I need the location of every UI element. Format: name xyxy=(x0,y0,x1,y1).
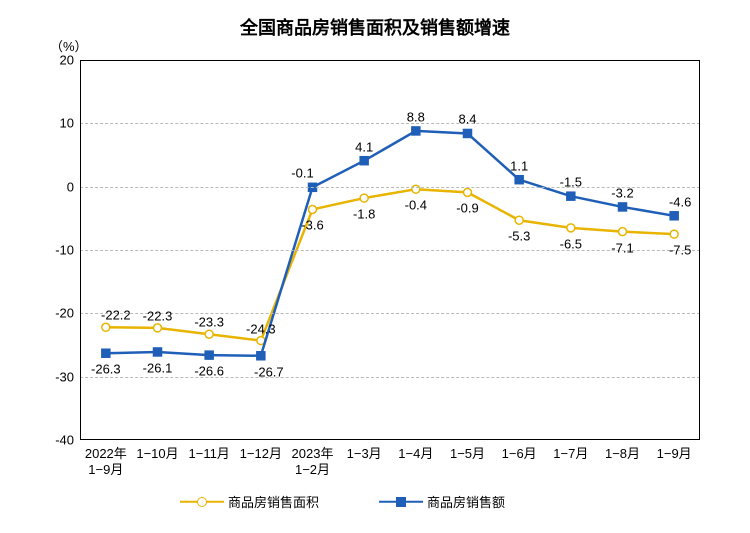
axis-line xyxy=(80,60,700,61)
legend-swatch xyxy=(379,496,423,508)
axis-line xyxy=(80,439,700,440)
axis-line xyxy=(699,60,700,440)
data-label: -7.5 xyxy=(669,243,691,258)
xtick-label: 1−10月 xyxy=(136,446,178,462)
xtick-label: 1−4月 xyxy=(398,446,433,462)
data-label: -22.3 xyxy=(143,308,173,323)
xtick-label: 1−12月 xyxy=(240,446,282,462)
series-marker xyxy=(619,203,627,211)
series-marker xyxy=(360,157,368,165)
series-marker xyxy=(205,330,213,338)
data-label: -6.5 xyxy=(560,236,582,251)
data-label: -23.3 xyxy=(194,315,224,330)
series-marker xyxy=(464,129,472,137)
series-marker xyxy=(360,194,368,202)
data-label: -0.1 xyxy=(291,166,313,181)
gridline xyxy=(80,313,700,314)
xtick-label: 1−11月 xyxy=(188,446,229,462)
data-label: -26.3 xyxy=(91,362,121,377)
legend: 商品房销售面积 商品房销售额 xyxy=(180,492,505,511)
xtick-label: 1−6月 xyxy=(502,446,537,462)
ytick-label: -20 xyxy=(55,306,74,321)
series-marker xyxy=(102,349,110,357)
legend-item: 商品房销售面积 xyxy=(180,492,319,511)
series-marker xyxy=(567,224,575,232)
data-label: -3.2 xyxy=(611,185,633,200)
plot-area: -40-30-20-10010202022年 1−9月1−10月1−11月1−1… xyxy=(80,60,700,440)
chart-title: 全国商品房销售面积及销售额增速 xyxy=(0,14,750,40)
series-marker xyxy=(619,228,627,236)
series-line xyxy=(106,131,674,356)
xtick-label: 1−9月 xyxy=(657,446,692,462)
legend-item: 商品房销售额 xyxy=(379,492,505,511)
data-label: -5.3 xyxy=(508,229,530,244)
data-label: -7.1 xyxy=(611,240,633,255)
xtick-label: 2022年 1−9月 xyxy=(85,446,127,479)
data-label: 8.4 xyxy=(458,112,476,127)
data-label: -3.6 xyxy=(301,218,323,233)
data-label: -26.7 xyxy=(254,364,284,379)
data-label: -1.5 xyxy=(560,175,582,190)
data-label: 8.8 xyxy=(407,109,425,124)
data-label: 4.1 xyxy=(355,139,373,154)
series-marker xyxy=(154,324,162,332)
series-marker xyxy=(515,216,523,224)
gridline xyxy=(80,187,700,188)
ytick-label: -30 xyxy=(55,369,74,384)
data-label: -24.3 xyxy=(246,321,276,336)
series-marker xyxy=(670,212,678,220)
ytick-label: 10 xyxy=(60,116,74,131)
series-marker xyxy=(205,351,213,359)
data-label: -26.6 xyxy=(194,364,224,379)
ytick-label: 20 xyxy=(60,53,74,68)
series-marker xyxy=(154,348,162,356)
data-label: -0.4 xyxy=(405,198,427,213)
xtick-label: 1−7月 xyxy=(553,446,588,462)
ytick-label: -10 xyxy=(55,243,74,258)
series-marker xyxy=(102,323,110,331)
gridline xyxy=(80,377,700,378)
data-label: -0.9 xyxy=(456,201,478,216)
data-label: -26.1 xyxy=(143,360,173,375)
legend-swatch xyxy=(180,496,224,508)
legend-label: 商品房销售额 xyxy=(427,492,505,511)
series-marker xyxy=(567,192,575,200)
xtick-label: 1−8月 xyxy=(605,446,640,462)
chart-frame: 全国商品房销售面积及销售额增速 （%） -40-30-20-1001020202… xyxy=(0,0,750,533)
axis-line xyxy=(80,60,81,440)
xtick-label: 2023年 1−2月 xyxy=(292,446,334,479)
series-marker xyxy=(412,127,420,135)
gridline xyxy=(80,123,700,124)
legend-label: 商品房销售面积 xyxy=(228,492,319,511)
xtick-label: 1−3月 xyxy=(347,446,382,462)
data-label: 1.1 xyxy=(510,158,528,173)
series-marker xyxy=(309,205,317,213)
gridline xyxy=(80,250,700,251)
ytick-label: -40 xyxy=(55,433,74,448)
ytick-label: 0 xyxy=(67,179,74,194)
series-line xyxy=(106,189,674,340)
data-label: -22.2 xyxy=(101,308,131,323)
series-marker xyxy=(464,188,472,196)
data-label: -4.6 xyxy=(669,194,691,209)
series-marker xyxy=(670,230,678,238)
series-marker xyxy=(257,352,265,360)
series-marker xyxy=(515,176,523,184)
data-label: -1.8 xyxy=(353,207,375,222)
xtick-label: 1−5月 xyxy=(450,446,485,462)
